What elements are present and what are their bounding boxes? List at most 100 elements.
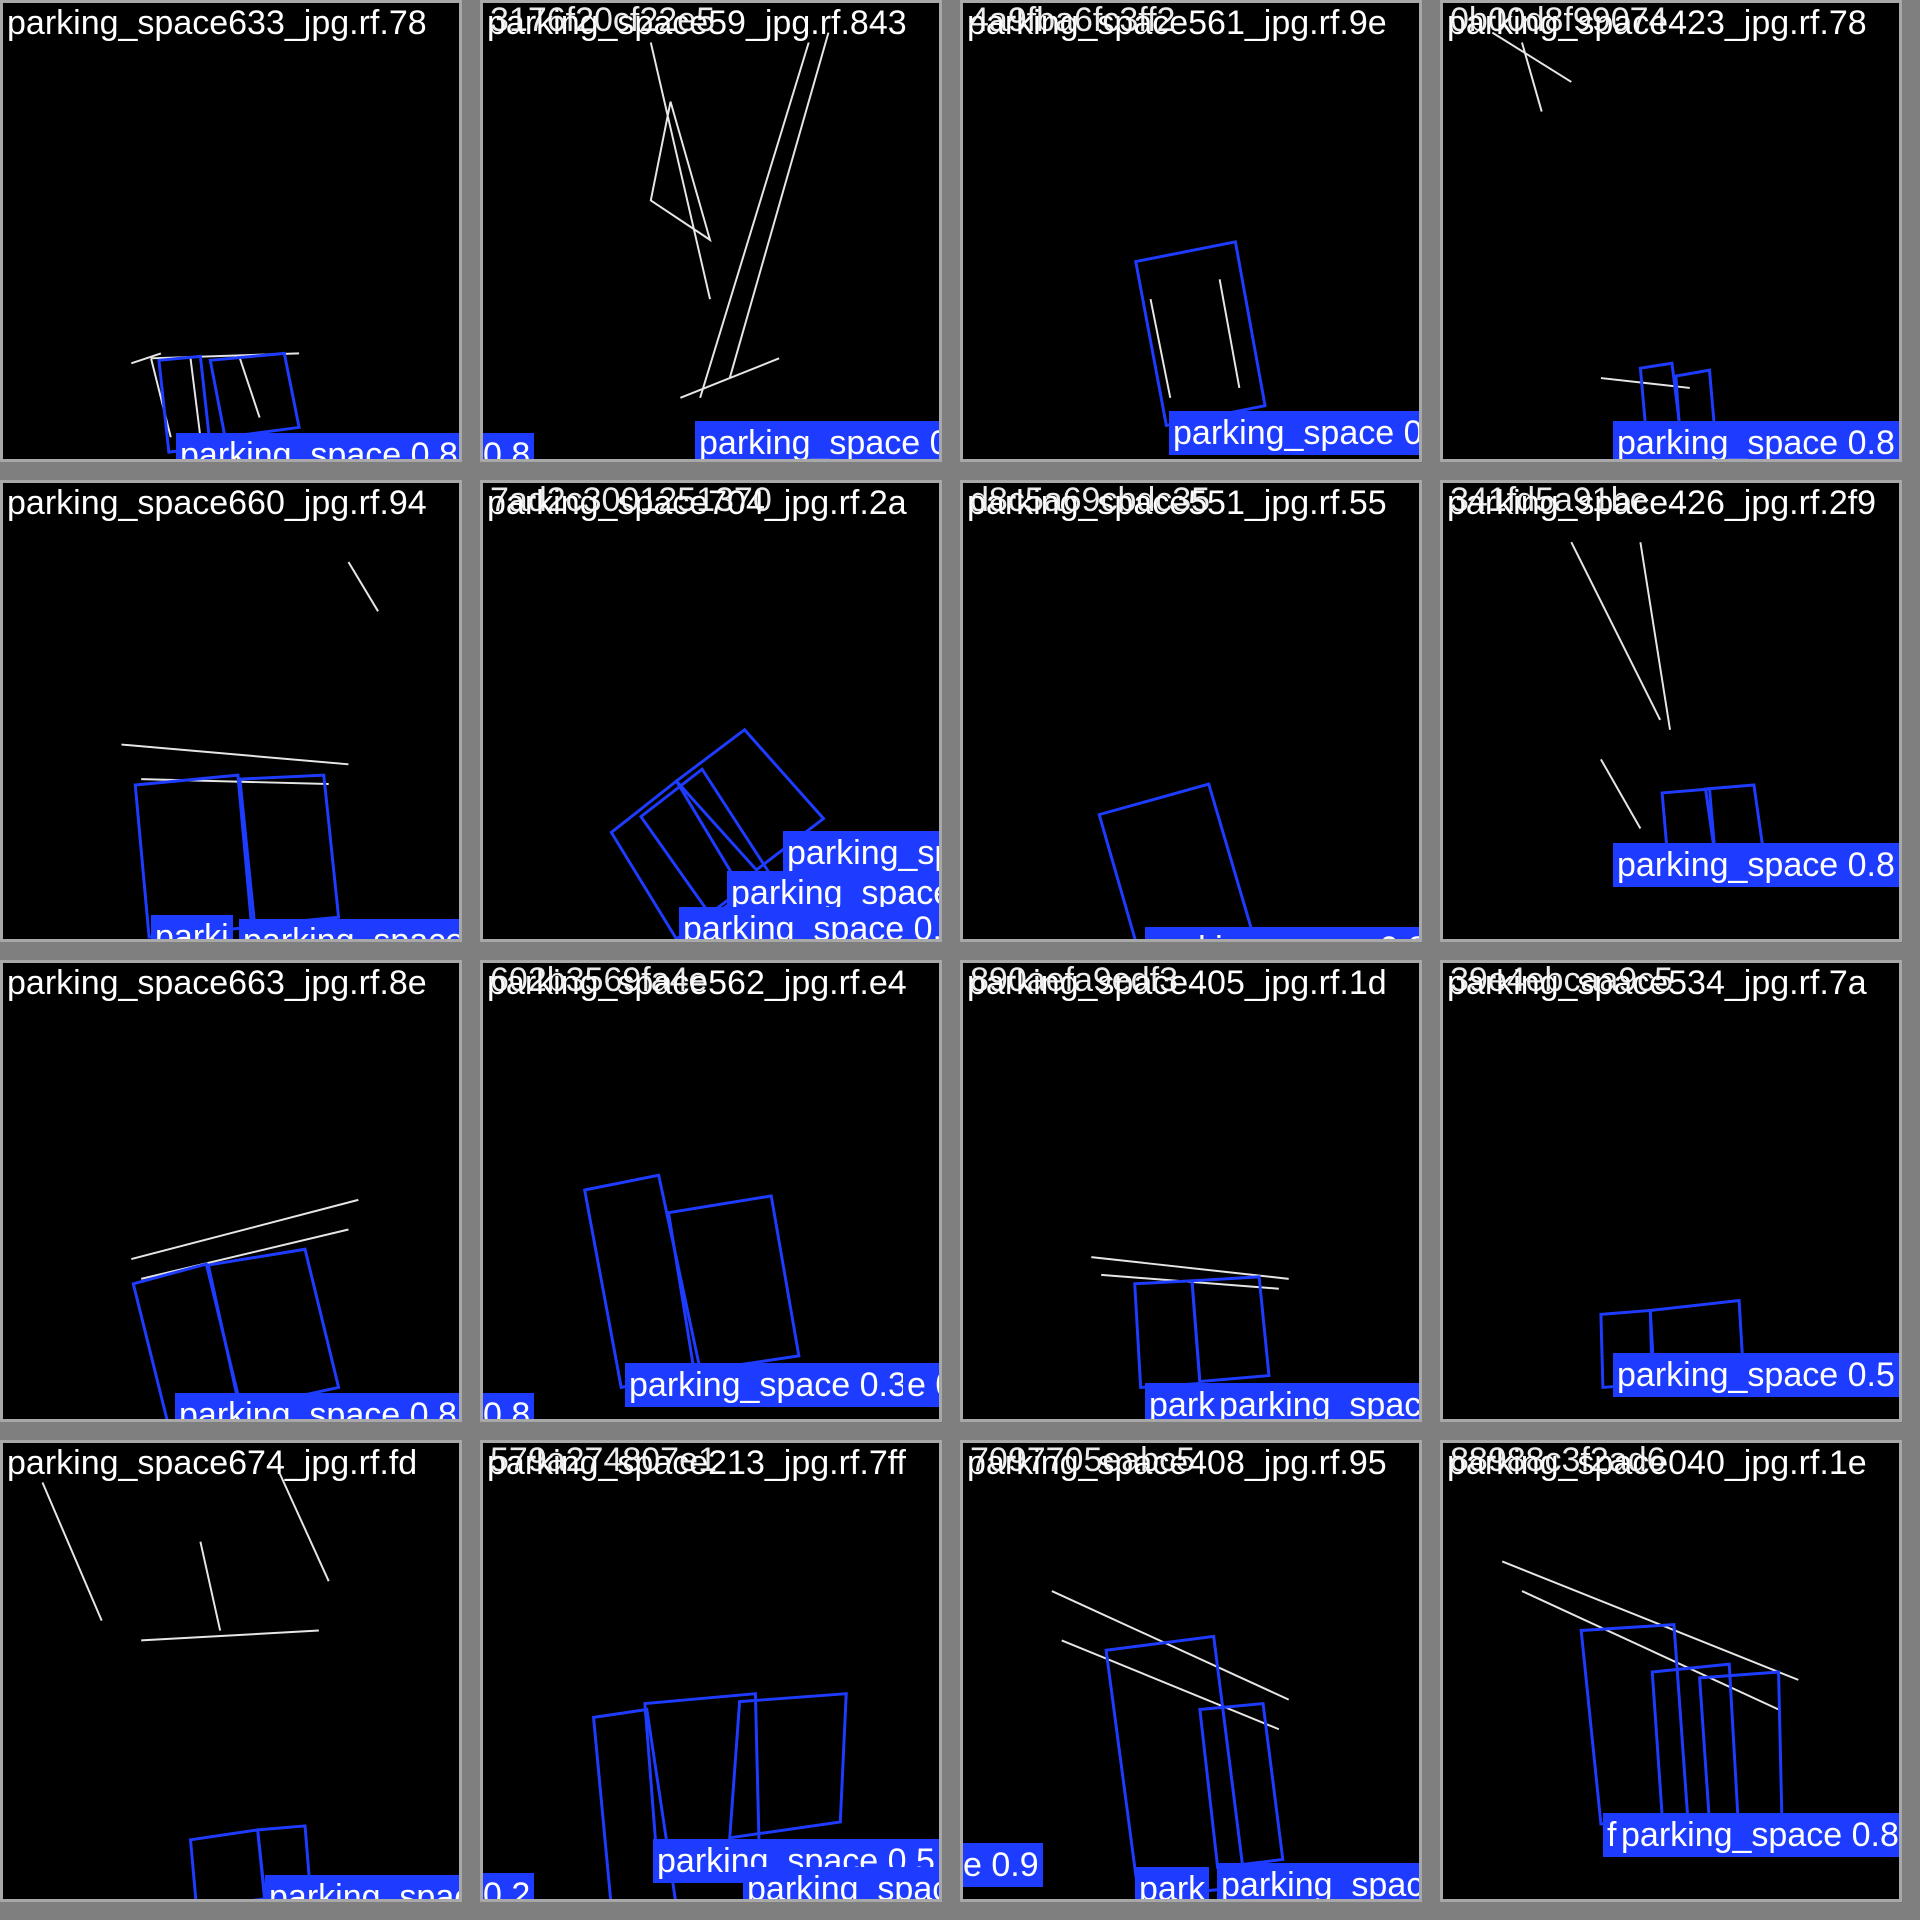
edge-image [1501, 1560, 1799, 1711]
detection-label: e 0.8 [903, 1363, 939, 1407]
overlap-filename: 579a274807e1 [490, 1441, 717, 1479]
detection-label: parking_space 0.8 [1613, 843, 1899, 887]
detection-label: 0.8 [483, 1393, 535, 1419]
parking-space-box [208, 351, 301, 439]
parking-space-box [1104, 1634, 1247, 1899]
bbox-layer [133, 773, 341, 939]
tile-13: parking_space674_jpg.rf.fd parking_space… [0, 1440, 462, 1902]
tile-12: parking_space534_jpg.rf.7a parking_space… [1440, 960, 1902, 1422]
parking-space-box [131, 1262, 246, 1419]
edge-image [649, 32, 830, 399]
image-filename: parking_space534_jpg.rf.7a [1447, 964, 1867, 1002]
detection-label: parking_space 0.8 [1613, 421, 1899, 459]
edge-image [1149, 279, 1241, 398]
parking-space-box [1190, 1275, 1271, 1384]
detection-label: 0.8 [483, 433, 535, 459]
tile-7: parking_space551_jpg.rf.55 parking_space… [960, 480, 1422, 942]
detection-label: parking_space 0.8 [176, 433, 459, 459]
overlap-filename: 0b00d8f99074 [1450, 1, 1668, 39]
parking-space-box [1579, 1623, 1690, 1826]
image-filename: parking_space562_jpg.rf.e4 [487, 964, 907, 1002]
overlap-filename: 39e4ebcaa9c5 [1450, 961, 1674, 999]
image-filename: parking_space405_jpg.rf.1d [967, 964, 1387, 1002]
edge-image [121, 561, 379, 786]
bbox-layer [1133, 1275, 1271, 1389]
parking-space-box [674, 727, 826, 872]
tile-11: parking_space405_jpg.rf.1d park parking_… [960, 960, 1422, 1422]
detection-label: 0.2 [483, 1873, 535, 1899]
image-filename: parking_space213_jpg.rf.7ff [487, 1444, 907, 1482]
detection-label: e 0.9 [963, 1843, 1043, 1887]
parking-space-box [1133, 1279, 1202, 1389]
tile-14: parking_space213_jpg.rf.7ff 0.2 parking_… [480, 1440, 942, 1902]
detection-label: parking_space 0.8 [175, 1393, 459, 1419]
detection-label: f [1603, 1813, 1621, 1857]
edge-image [1051, 1590, 1290, 1731]
parking-space-box [188, 1828, 267, 1899]
edge-image [1570, 541, 1671, 829]
parking-space-box [1134, 240, 1267, 428]
bbox-layer [188, 1824, 313, 1899]
tile-8: parking_space426_jpg.rf.2f9 parking_spac… [1440, 480, 1902, 942]
bbox-layer [1104, 1634, 1285, 1899]
edge-image [41, 1472, 330, 1642]
overlap-filename: 602b3569fa4e [490, 961, 708, 999]
bbox-layer [1599, 1298, 1745, 1390]
overlap-filename: 341fd5a91be [1450, 481, 1649, 519]
detection-label: parking_space 0.8 [1617, 1813, 1899, 1857]
detection-label: parking_space 0.4 [265, 1875, 459, 1899]
tile-6: parking_space704_jpg.rf.2a parking_space… [480, 480, 942, 942]
detection-label: parking_space 0.8 [1169, 411, 1419, 455]
parking-space-box [238, 773, 341, 927]
detection-label: park [1135, 1867, 1210, 1899]
parking-space-box [728, 1692, 848, 1840]
detection-label: parking_space 0.6 [239, 919, 459, 939]
image-filename: parking_space423_jpg.rf.78 [1447, 4, 1867, 42]
tile-3: parking_space561_jpg.rf.9e parking_space… [960, 0, 1422, 462]
bbox-layer [157, 351, 301, 454]
overlap-filename: d8c5a69cbdc35 [970, 481, 1211, 519]
tile-9: parking_space663_jpg.rf.8e parking_space… [0, 960, 462, 1422]
parking-space-box [591, 1707, 677, 1899]
image-filename: parking_space660_jpg.rf.94 [7, 484, 427, 522]
bbox-layer [582, 1173, 801, 1390]
tile-16: parking_space040_jpg.rf.1e f parking_spa… [1440, 1440, 1902, 1902]
parking-space-box [1097, 782, 1256, 939]
detection-label: parking_space 0.3 [625, 1363, 911, 1407]
bbox-layer [1638, 361, 1717, 438]
parking-space-box [582, 1173, 702, 1390]
edge-image [130, 352, 300, 438]
image-filename: parking_space663_jpg.rf.8e [7, 964, 427, 1002]
tile-1: parking_space633_jpg.rf.78 parking_space… [0, 0, 462, 462]
image-filename: parking_space561_jpg.rf.9e [967, 4, 1387, 42]
tile-4: parking_space423_jpg.rf.78 parking_space… [1440, 0, 1902, 462]
image-filename: parking_space674_jpg.rf.fd [7, 1444, 418, 1482]
parking-space-box [256, 1824, 313, 1899]
parking-space-box [133, 773, 254, 939]
image-filename: parking_space408_jpg.rf.95 [967, 1444, 1387, 1482]
tile-2: parking_space59_jpg.rf.843 0.8 parking_s… [480, 0, 942, 462]
detection-label: parking_space 0.9 [1215, 1383, 1419, 1419]
tile-5: parking_space660_jpg.rf.94 parki parking… [0, 480, 462, 942]
image-filename: parking_space551_jpg.rf.55 [967, 484, 1387, 522]
image-filename: parking_space633_jpg.rf.78 [7, 4, 427, 42]
detection-label: parking_space 0.8 [1145, 927, 1419, 939]
tile-15: parking_space408_jpg.rf.95 e 0.9 park pa… [960, 1440, 1422, 1902]
overlap-filename: 4a9fba6fc3ff2 [970, 1, 1176, 39]
image-filename: parking_space426_jpg.rf.2f9 [1447, 484, 1877, 522]
detection-label: parking_space 0.7 [679, 907, 939, 939]
detection-label: parking_space 0.8 [695, 421, 939, 459]
detection-label: park [1145, 1383, 1220, 1419]
overlap-filename: 7097705eabc5 [970, 1441, 1196, 1479]
image-filename: parking_space59_jpg.rf.843 [487, 4, 907, 42]
tile-10: parking_space562_jpg.rf.e4 0.8 parking_s… [480, 960, 942, 1422]
detection-label: parking_space 0.5 [1613, 1353, 1899, 1397]
overlap-filename: 7ad2c3001251370 [490, 481, 772, 519]
detection-label: parki [151, 915, 233, 939]
edge-image [131, 1198, 359, 1280]
bbox-layer [1134, 240, 1267, 428]
parking-space-box [666, 1194, 801, 1374]
detection-label: parking_space 0.9 [743, 1867, 939, 1899]
overlap-filename: 3176f20cf22e5 [490, 1, 715, 39]
